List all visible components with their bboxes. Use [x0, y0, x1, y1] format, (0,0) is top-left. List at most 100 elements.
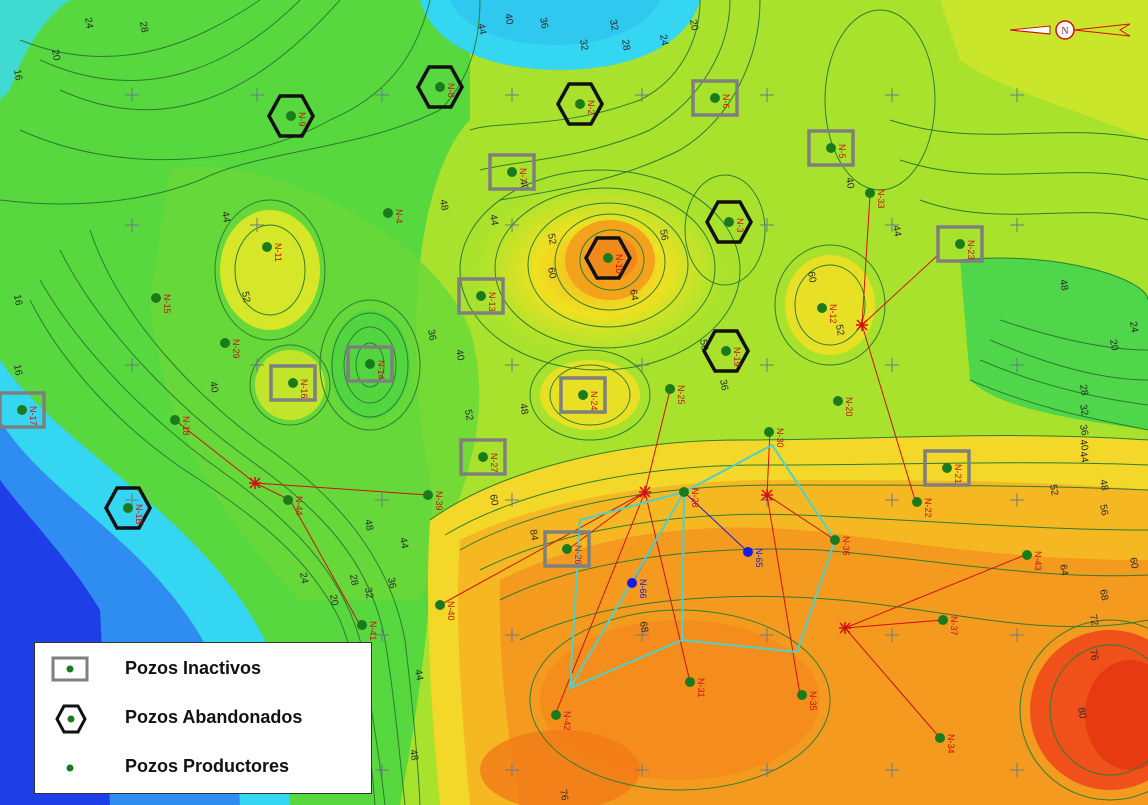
well-label: N-35 — [808, 691, 818, 711]
contour-label: 16 — [11, 69, 24, 82]
well-n-33: N-33 — [865, 188, 886, 209]
well-label: N-33 — [876, 189, 886, 209]
well-dot — [938, 615, 948, 625]
contour-label: 52 — [239, 291, 252, 304]
well-label: N-13 — [487, 292, 497, 312]
well-dot — [562, 544, 572, 554]
well-dot — [665, 384, 675, 394]
well-dot — [478, 452, 488, 462]
well-dot — [721, 346, 731, 356]
well-n-19: N-19 — [702, 329, 750, 373]
well-label: N-23 — [966, 240, 976, 260]
well-dot — [288, 378, 298, 388]
contour-label: 36 — [717, 379, 730, 392]
well-dot — [942, 463, 952, 473]
contour-label: 16 — [11, 364, 24, 377]
well-n-4: N-4 — [383, 208, 404, 224]
well-label: N-40 — [446, 601, 456, 621]
well-label: N-9 — [297, 112, 307, 127]
contour-label: 68 — [1097, 589, 1110, 602]
well-label: N-6 — [721, 94, 731, 109]
wells: N-9 N-8 N-2 N-6 N-5 N-7 N-33 N-3 N-23 N-4 N-11 N-10… — [0, 65, 1043, 754]
abandoned-well-marker — [416, 65, 464, 109]
inactive-well-marker — [807, 129, 855, 167]
well-dot — [507, 167, 517, 177]
contour-label: 64 — [1057, 564, 1070, 577]
well-dot — [220, 338, 230, 348]
contour-label: 40 — [1077, 439, 1090, 452]
well-label: N-29 — [231, 339, 241, 359]
well-label: N-4 — [394, 209, 404, 224]
well-n-25: N-25 — [665, 384, 686, 405]
well-label: N-30 — [775, 428, 785, 448]
inactive-well-marker — [936, 225, 984, 263]
well-dot — [435, 600, 445, 610]
contour-label: 40 — [453, 349, 466, 362]
well-dot — [935, 733, 945, 743]
well-dot — [365, 359, 375, 369]
well-dot — [912, 497, 922, 507]
well-dot — [833, 396, 843, 406]
contour-label: 84 — [527, 529, 540, 542]
contour-label: 28 — [347, 574, 360, 587]
well-label: N-17 — [28, 406, 38, 426]
well-n-27: N-27 — [459, 438, 507, 476]
well-label: N-26 — [573, 545, 583, 565]
well-label: N-14 — [376, 360, 386, 380]
contour-label: 32 — [1077, 404, 1090, 417]
well-dot — [435, 82, 445, 92]
well-label: N-65 — [754, 548, 764, 568]
well-label: N-43 — [1033, 551, 1043, 571]
contour-label: 76 — [557, 789, 570, 802]
well-n-10: N-10 — [584, 236, 632, 280]
contour-label: 44 — [412, 669, 425, 682]
well-n-23: N-23 — [936, 225, 984, 263]
contour-label: 24 — [1127, 321, 1140, 334]
well-label: N-27 — [489, 453, 499, 473]
well-n-15: N-15 — [151, 293, 172, 314]
well-dot — [286, 111, 296, 121]
well-label: N-28 — [690, 488, 700, 508]
well-dot — [1022, 550, 1032, 560]
contour-label: 76 — [1087, 649, 1100, 662]
well-label: N-34 — [946, 734, 956, 754]
well-dot — [575, 99, 585, 109]
legend-label-inactive: Pozos Inactivos — [125, 658, 262, 678]
zone-yellow-n12 — [785, 255, 875, 355]
well-dot — [357, 620, 367, 630]
well-n-66: N-66 — [627, 578, 648, 599]
well-dot — [627, 578, 637, 588]
contour-label: 72 — [1087, 614, 1100, 627]
well-dot — [123, 503, 133, 513]
well-dot — [817, 303, 827, 313]
well-label: N-10 — [614, 254, 624, 274]
well-dot — [685, 677, 695, 687]
contour-label: 28 — [1077, 384, 1090, 397]
well-n-24: N-24 — [559, 376, 607, 414]
contour-label: 68 — [637, 621, 650, 634]
well-n-35: N-35 — [797, 690, 818, 711]
well-label: N-22 — [923, 498, 933, 518]
zone-cyan-top-inner — [450, 0, 660, 45]
well-dot — [724, 217, 734, 227]
contour-label: 40 — [502, 13, 515, 26]
abandoned-well-marker — [584, 236, 632, 280]
well-label: N-37 — [949, 616, 959, 636]
well-dot — [743, 547, 753, 557]
well-n-12: N-12 — [817, 303, 838, 324]
contour-label: 56 — [657, 229, 670, 242]
well-n-31: N-31 — [685, 677, 706, 698]
abandoned-well-marker — [104, 486, 152, 530]
well-dot — [797, 690, 807, 700]
well-dot — [551, 710, 561, 720]
well-dot — [603, 253, 613, 263]
well-label: N-2 — [586, 100, 596, 115]
well-dot — [679, 487, 689, 497]
well-label: N-11 — [273, 243, 283, 262]
well-dot — [17, 405, 27, 415]
well-label: N-36 — [841, 536, 851, 556]
well-n-43: N-43 — [1022, 550, 1043, 571]
well-dot — [151, 293, 161, 303]
contour-label: 20 — [327, 594, 340, 607]
contour-label: 24 — [297, 572, 310, 585]
